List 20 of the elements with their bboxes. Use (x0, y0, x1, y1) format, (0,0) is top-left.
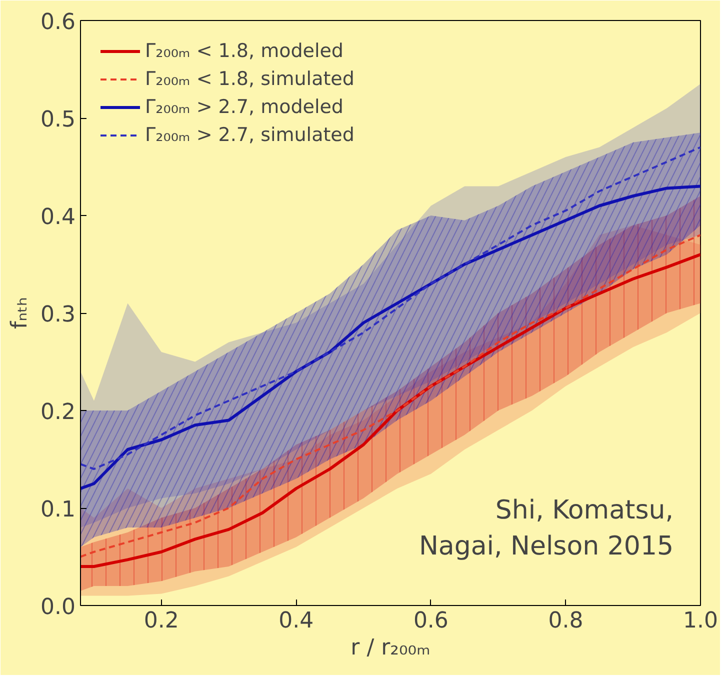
x-tick-label: 0.4 (278, 608, 314, 634)
x-tick-label: 0.6 (413, 608, 448, 634)
y-tick-label: 0.5 (40, 108, 76, 132)
x-axis-title: r / r₂₀₀ₘ (350, 636, 430, 660)
y-tick-label: 0.1 (40, 498, 76, 522)
legend-label: Γ₂₀₀ₘ < 1.8, simulated (145, 68, 354, 90)
legend-label: Γ₂₀₀ₘ < 1.8, modeled (145, 40, 344, 62)
x-tick-label: 0.8 (548, 608, 584, 634)
legend-label: Γ₂₀₀ₘ > 2.7, simulated (145, 124, 354, 146)
y-tick-label: 0.4 (40, 205, 76, 230)
line-series (80, 146, 700, 470)
x-tick-label: 1.0 (683, 608, 718, 634)
y-tick-label: 0.3 (40, 302, 76, 328)
y-tick-label: 0.6 (40, 10, 76, 35)
x-tick-label: 0.2 (144, 608, 179, 634)
y-tick-label: 0.2 (40, 400, 76, 425)
y-axis-title: fₙₜₕ (8, 297, 33, 329)
y-tick-label: 0.0 (40, 595, 76, 620)
annotation: Shi, Komatsu, Nagai, Nelson 2015 (418, 496, 674, 562)
legend-label: Γ₂₀₀ₘ > 2.7, modeled (145, 96, 344, 118)
